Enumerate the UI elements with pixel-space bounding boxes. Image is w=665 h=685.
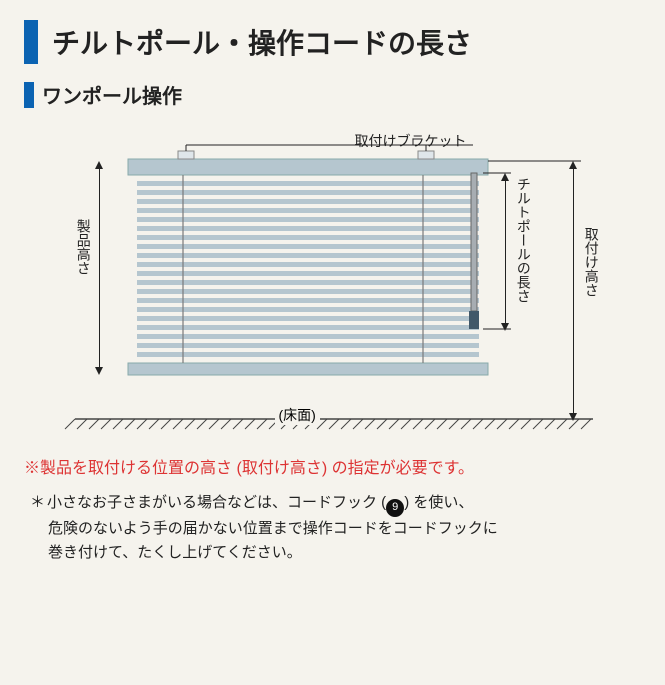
note-b-3: 巻き付けて、たくし上げてください。 [30, 541, 641, 565]
circled-nine-icon: 9 [386, 499, 404, 517]
note-b-1b: ) を使い、 [404, 494, 473, 511]
subtitle: ワンポール操作 [42, 80, 182, 109]
arrowhead-icon [501, 173, 509, 181]
floor-label: (床面) [275, 405, 320, 425]
bracket-label: 取付けブラケット [355, 131, 467, 151]
label-tilt-pole-length: チルトポールの長さ [515, 177, 533, 303]
arrow-product-height [99, 163, 100, 373]
arrow-tilt-pole [505, 175, 506, 329]
arrowhead-icon [95, 367, 103, 375]
note-b-2: 危険のないよう手の届かない位置まで操作コードをコードフックに [30, 517, 641, 541]
note-red-prefix: ※ [24, 460, 40, 477]
note-red-a: 製品を取付ける位置の高さ [40, 460, 232, 477]
note-required: ※製品を取付ける位置の高さ (取付け高さ) の指定が必要です。 [24, 457, 641, 481]
subtitle-row: ワンポール操作 [24, 80, 641, 109]
arrow-mount-height [573, 163, 574, 419]
arrowhead-icon [569, 161, 577, 169]
label-mount-height: 取付け高さ [583, 227, 601, 297]
title-row: チルトポール・操作コードの長さ [24, 20, 641, 64]
arrowhead-icon [501, 323, 509, 331]
blind-diagram: 取付けブラケット (床面) 製品高さ チルトポールの長さ 取付け高さ [53, 119, 613, 439]
subtitle-accent-bar [24, 82, 34, 108]
note-safety: ＊小さなお子さまがいる場合などは、コードフック (9) を使い、 危険のないよう… [24, 491, 641, 565]
title-accent-bar [24, 20, 38, 64]
arrowhead-icon [569, 413, 577, 421]
note-red-paren: (取付け高さ) [236, 460, 327, 477]
note-star: ＊ [30, 494, 45, 511]
note-red-b: の指定が必要です。 [332, 460, 474, 477]
arrowhead-icon [95, 161, 103, 169]
page-title: チルトポール・操作コードの長さ [52, 22, 472, 62]
note-b-1a: 小さなお子さまがいる場合などは、コードフック ( [47, 494, 386, 511]
label-product-height: 製品高さ [75, 219, 93, 275]
